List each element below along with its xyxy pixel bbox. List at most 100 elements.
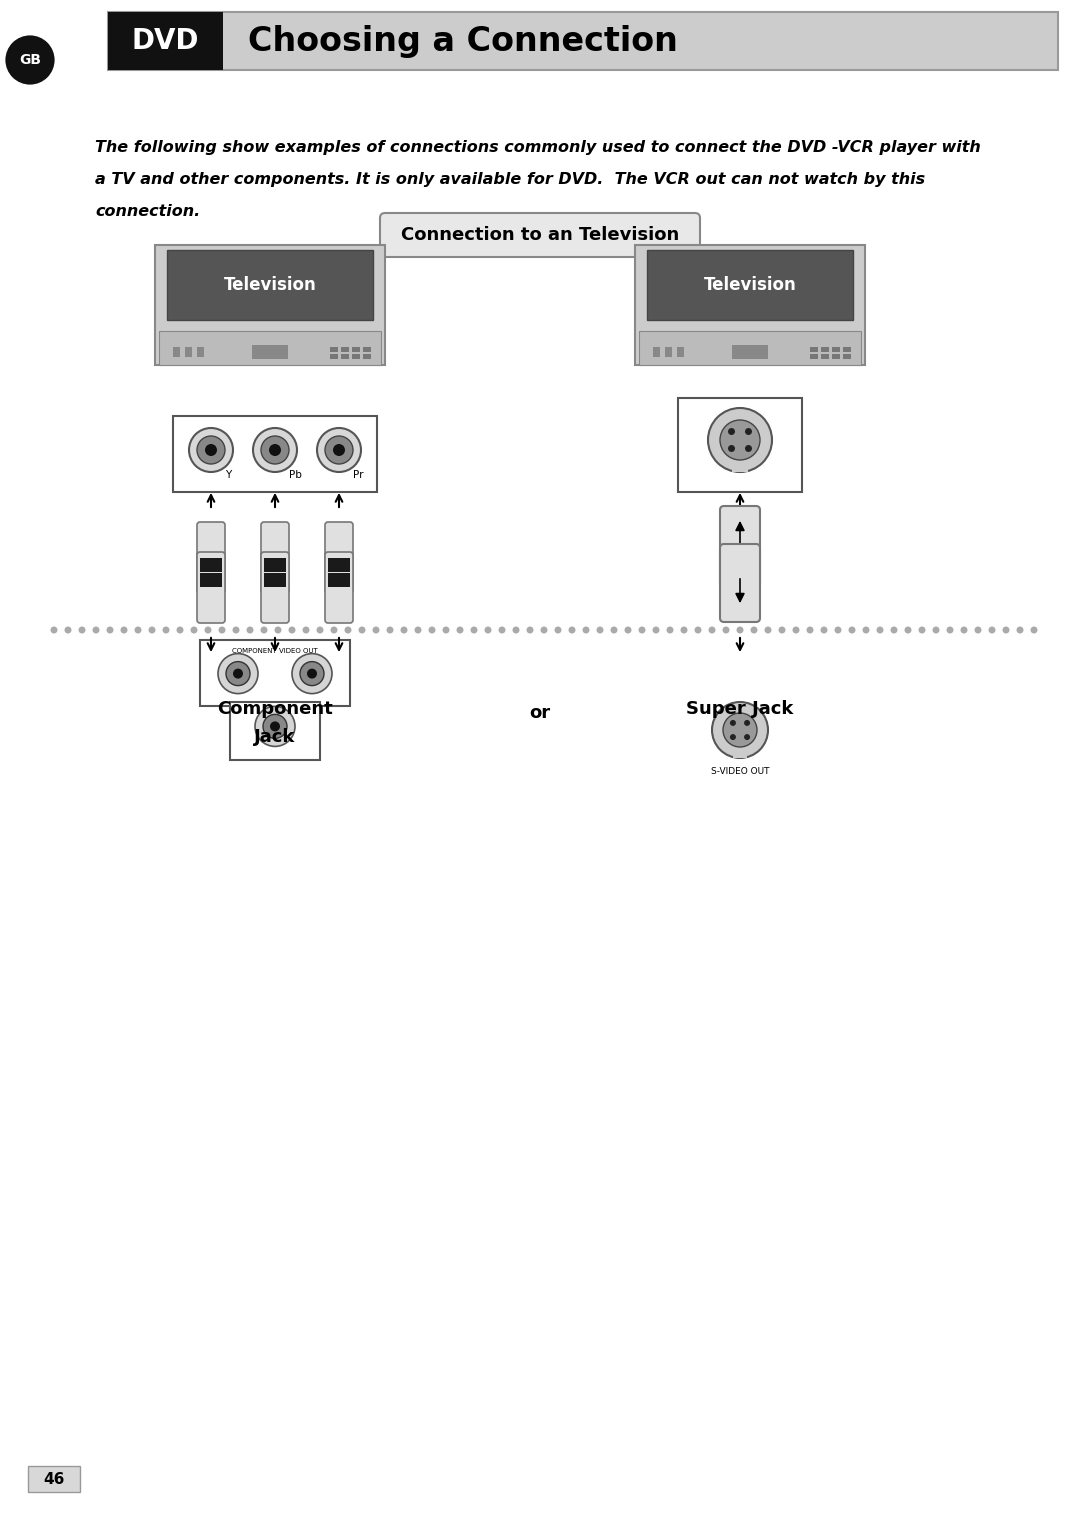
Circle shape [728, 445, 735, 451]
Text: DVD: DVD [132, 27, 199, 55]
FancyBboxPatch shape [341, 347, 349, 353]
Circle shape [960, 626, 968, 634]
FancyBboxPatch shape [325, 521, 353, 593]
FancyBboxPatch shape [653, 347, 660, 357]
Circle shape [891, 626, 897, 634]
FancyBboxPatch shape [677, 347, 684, 357]
Circle shape [1002, 626, 1010, 634]
FancyBboxPatch shape [261, 552, 289, 623]
Circle shape [204, 626, 212, 634]
FancyBboxPatch shape [330, 354, 338, 359]
FancyBboxPatch shape [821, 347, 829, 353]
Text: Choosing a Connection: Choosing a Connection [248, 24, 678, 58]
Circle shape [93, 626, 99, 634]
Circle shape [471, 626, 477, 634]
FancyBboxPatch shape [832, 347, 840, 353]
Circle shape [457, 626, 463, 634]
FancyBboxPatch shape [832, 354, 840, 359]
Circle shape [582, 626, 590, 634]
FancyBboxPatch shape [363, 354, 372, 359]
Circle shape [863, 626, 869, 634]
Circle shape [302, 626, 310, 634]
Text: or: or [529, 704, 551, 722]
Circle shape [1030, 626, 1038, 634]
Circle shape [638, 626, 646, 634]
Text: Jack: Jack [254, 728, 296, 746]
Circle shape [107, 626, 113, 634]
Circle shape [246, 626, 254, 634]
Circle shape [135, 626, 141, 634]
FancyBboxPatch shape [843, 354, 851, 359]
Circle shape [974, 626, 982, 634]
FancyBboxPatch shape [252, 345, 288, 359]
Text: a TV and other components. It is only available for DVD.  The VCR out can not wa: a TV and other components. It is only av… [95, 172, 926, 187]
Circle shape [264, 714, 287, 739]
FancyBboxPatch shape [732, 464, 748, 473]
Circle shape [292, 654, 332, 693]
FancyBboxPatch shape [635, 245, 865, 365]
FancyBboxPatch shape [720, 506, 760, 590]
Circle shape [373, 626, 379, 634]
Circle shape [610, 626, 618, 634]
FancyBboxPatch shape [185, 347, 192, 357]
Circle shape [708, 407, 772, 473]
Circle shape [596, 626, 604, 634]
FancyBboxPatch shape [108, 12, 222, 70]
FancyBboxPatch shape [647, 249, 853, 319]
Circle shape [745, 445, 752, 451]
Circle shape [4, 33, 56, 87]
Circle shape [269, 444, 281, 456]
Circle shape [387, 626, 393, 634]
Circle shape [849, 626, 855, 634]
Circle shape [345, 626, 351, 634]
FancyBboxPatch shape [173, 347, 180, 357]
Text: Y: Y [225, 470, 231, 480]
Text: connection.: connection. [95, 204, 200, 219]
FancyBboxPatch shape [821, 354, 829, 359]
Circle shape [680, 626, 688, 634]
Circle shape [666, 626, 674, 634]
FancyBboxPatch shape [200, 558, 222, 572]
Circle shape [730, 720, 735, 727]
FancyBboxPatch shape [810, 354, 818, 359]
Circle shape [429, 626, 435, 634]
Text: Connection to an Television: Connection to an Television [401, 226, 679, 245]
FancyBboxPatch shape [843, 347, 851, 353]
Circle shape [205, 444, 217, 456]
Circle shape [988, 626, 996, 634]
Circle shape [737, 626, 743, 634]
Circle shape [793, 626, 799, 634]
Circle shape [79, 626, 85, 634]
Circle shape [288, 626, 296, 634]
Circle shape [197, 436, 225, 464]
Circle shape [708, 626, 715, 634]
Circle shape [624, 626, 632, 634]
Circle shape [218, 626, 226, 634]
FancyBboxPatch shape [665, 347, 672, 357]
Circle shape [253, 429, 297, 473]
Circle shape [835, 626, 841, 634]
Circle shape [270, 722, 280, 731]
FancyBboxPatch shape [352, 347, 360, 353]
Circle shape [189, 429, 233, 473]
Circle shape [333, 444, 345, 456]
Text: Pb: Pb [289, 470, 302, 480]
Circle shape [723, 713, 757, 746]
FancyBboxPatch shape [380, 213, 700, 257]
Circle shape [652, 626, 660, 634]
FancyBboxPatch shape [363, 347, 372, 353]
FancyBboxPatch shape [230, 702, 320, 760]
Circle shape [540, 626, 548, 634]
Circle shape [316, 626, 324, 634]
Circle shape [1016, 626, 1024, 634]
Text: Television: Television [224, 275, 316, 293]
Circle shape [233, 669, 243, 678]
Circle shape [274, 626, 282, 634]
FancyBboxPatch shape [197, 552, 225, 623]
Circle shape [190, 626, 198, 634]
Circle shape [905, 626, 912, 634]
Circle shape [415, 626, 421, 634]
Circle shape [260, 626, 268, 634]
Text: Television: Television [704, 275, 796, 293]
Circle shape [751, 626, 757, 634]
